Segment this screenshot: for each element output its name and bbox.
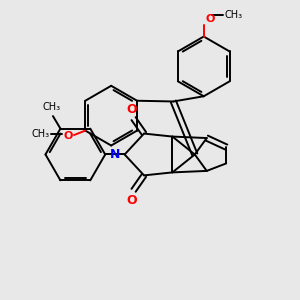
- Text: O: O: [205, 14, 214, 24]
- Text: CH₃: CH₃: [43, 102, 61, 112]
- Text: O: O: [127, 103, 137, 116]
- Text: O: O: [63, 131, 73, 141]
- Text: N: N: [110, 148, 120, 161]
- Text: CH₃: CH₃: [32, 129, 50, 139]
- Text: CH₃: CH₃: [224, 10, 242, 20]
- Text: O: O: [127, 194, 137, 207]
